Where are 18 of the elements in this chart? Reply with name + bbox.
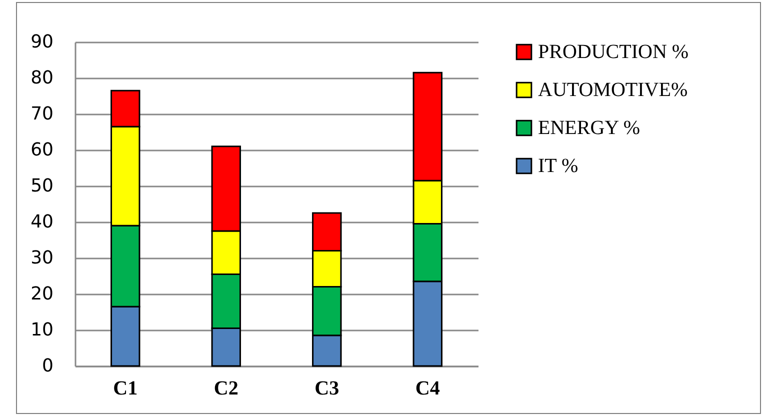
x-tick-label: C4 bbox=[415, 378, 440, 400]
x-tick-label: C3 bbox=[314, 378, 340, 400]
x-tick-label: C2 bbox=[214, 378, 238, 400]
y-tick-label: 10 bbox=[30, 320, 54, 340]
y-tick-label: 60 bbox=[30, 140, 54, 160]
y-tick-label: 80 bbox=[30, 68, 54, 88]
x-tick-label: C1 bbox=[113, 378, 138, 400]
legend-label: IT % bbox=[538, 155, 578, 177]
y-tick-label: 50 bbox=[30, 176, 54, 196]
legend-label: ENERGY % bbox=[538, 117, 640, 139]
y-tick-label: 30 bbox=[30, 248, 54, 268]
y-tick-label: 0 bbox=[42, 356, 54, 376]
y-tick-label: 40 bbox=[30, 212, 54, 232]
legend-label: AUTOMOTIVE% bbox=[538, 79, 688, 101]
y-tick-label: 70 bbox=[30, 104, 54, 124]
y-tick-label: 90 bbox=[30, 32, 54, 52]
legend-label: PRODUCTION % bbox=[538, 41, 689, 63]
y-tick-label: 20 bbox=[30, 284, 54, 304]
